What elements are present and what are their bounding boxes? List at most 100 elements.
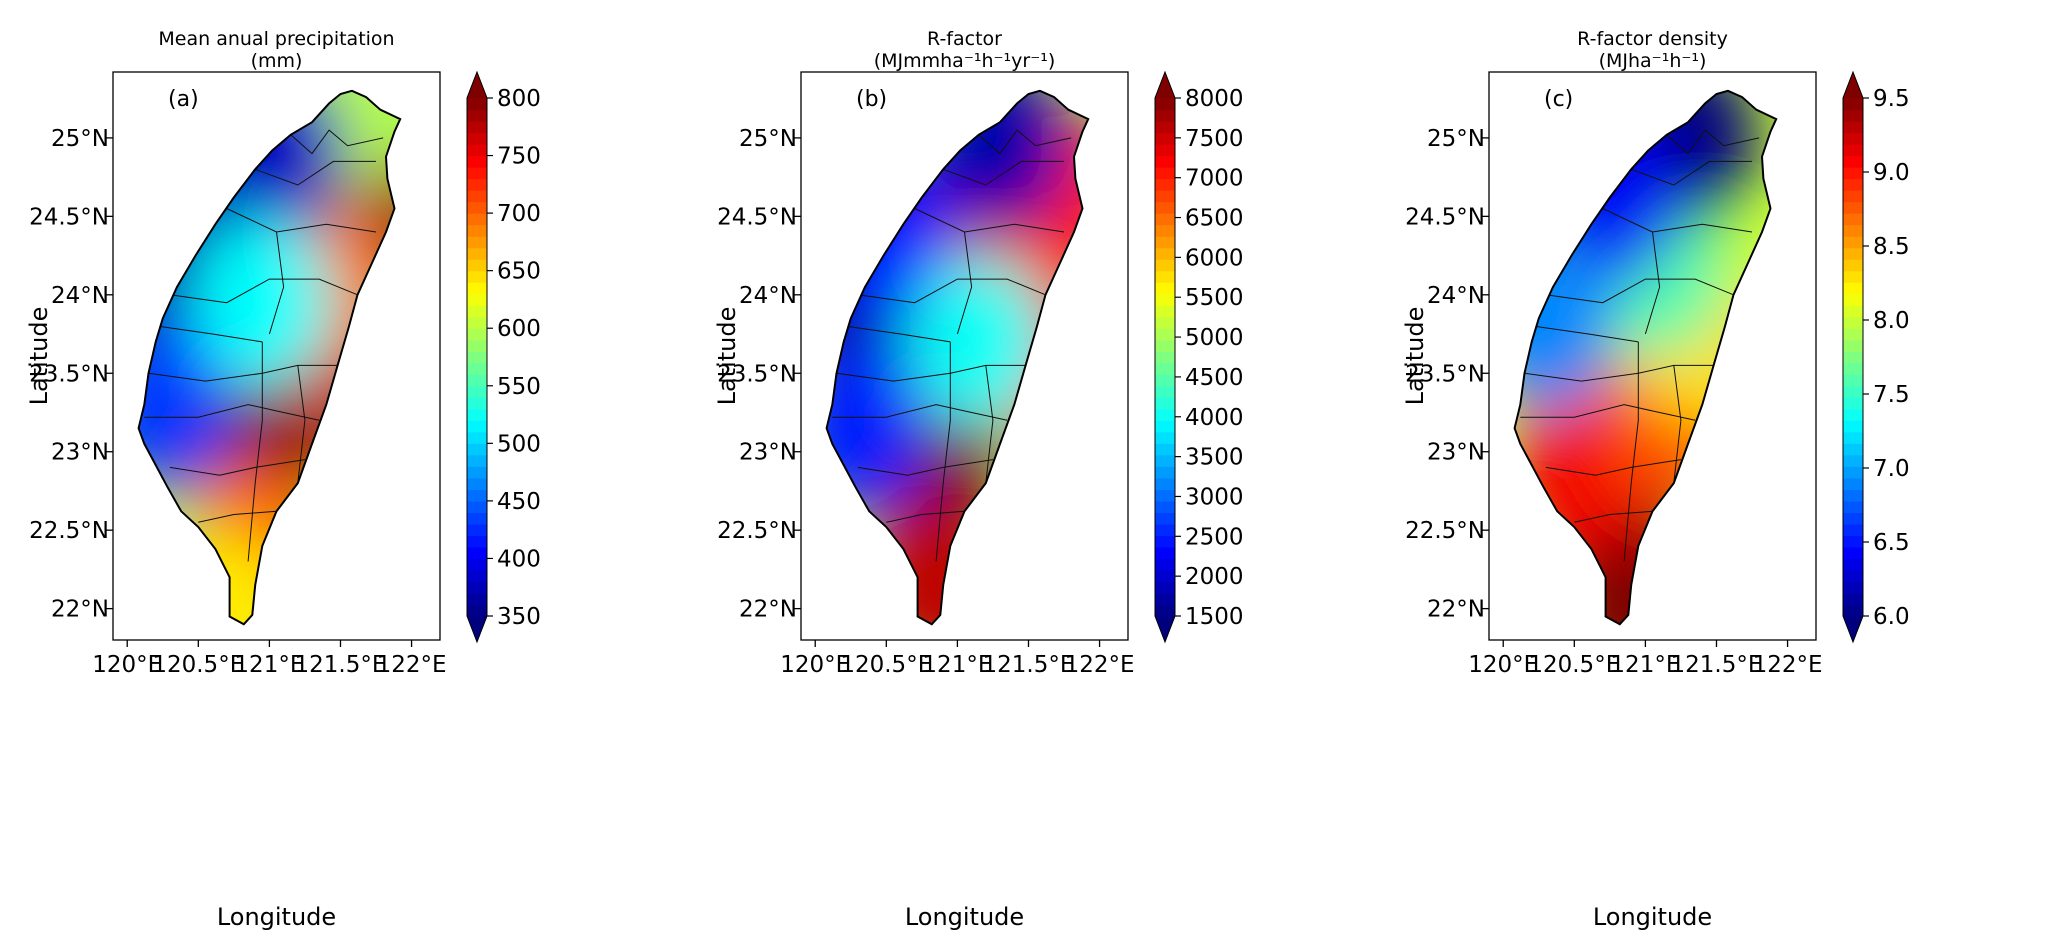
colorbar-band	[467, 178, 487, 191]
county-boundary	[943, 160, 1064, 186]
x-tick-label: 121°E	[1610, 652, 1680, 678]
panel-label: (c)	[1544, 87, 1573, 112]
colorbar-tick-label: 600	[497, 316, 541, 342]
field-blob	[138, 319, 233, 490]
colorbar-band	[467, 592, 487, 606]
colorbar-band	[1843, 121, 1863, 134]
y-tick-label: 24°N	[51, 283, 109, 309]
colorbar-band	[467, 270, 487, 283]
colorbar-band	[1843, 512, 1863, 525]
colorbar-extend-min	[467, 616, 487, 642]
y-tick-label: 24.5°N	[1405, 204, 1485, 230]
colorbar-band	[467, 431, 487, 444]
colorbar-band	[467, 569, 487, 583]
colorbar-band	[1155, 512, 1175, 525]
colorbar-band	[467, 604, 487, 617]
colorbar-tick-label: 7500	[1185, 126, 1244, 152]
x-tick-label: 120.5°E	[1528, 652, 1620, 678]
county-boundary	[1545, 278, 1734, 304]
colorbar-band	[1843, 305, 1863, 318]
y-tick-label: 23.5°N	[717, 361, 797, 387]
colorbar-tick-label: 4000	[1185, 405, 1244, 431]
colorbar-band	[1843, 385, 1863, 398]
colorbar-band	[1155, 224, 1175, 237]
colorbar-band	[1843, 535, 1863, 548]
colorbar-band	[1155, 293, 1175, 306]
colorbar-band	[1843, 500, 1863, 513]
y-tick-label: 23.5°N	[29, 361, 109, 387]
colorbar-band	[1155, 98, 1175, 111]
colorbar-band	[1843, 477, 1863, 490]
panel-b: R-factor(MJmmha⁻¹h⁻¹yr⁻¹) (b) 120°E120.5°E…	[713, 28, 1244, 931]
county-boundary	[857, 459, 993, 476]
colorbar-tick-label: 7.5	[1873, 382, 1910, 408]
colorbar-band	[1843, 558, 1863, 571]
colorbar-tick-label: 5000	[1185, 325, 1244, 351]
county-boundary	[1574, 510, 1653, 523]
county-boundary	[1666, 129, 1760, 155]
panel-units: (MJmmha⁻¹h⁻¹yr⁻¹)	[874, 50, 1056, 72]
colorbar-band	[1155, 247, 1175, 260]
y-tick-label: 22.5°N	[1405, 518, 1485, 544]
colorbar-band	[1843, 351, 1863, 364]
panel-label: (a)	[168, 87, 199, 112]
colorbar-band	[467, 339, 487, 352]
colorbar-band	[1843, 489, 1863, 502]
colorbar-band	[467, 351, 487, 364]
colorbar-band	[1843, 592, 1863, 606]
colorbar-band	[467, 109, 487, 122]
colorbar-tick-label: 7000	[1185, 166, 1244, 192]
colorbar-band	[1843, 443, 1863, 456]
colorbar-band	[467, 374, 487, 387]
colorbar-band	[1155, 316, 1175, 329]
colorbar-band	[1843, 397, 1863, 410]
colorbar-band	[467, 512, 487, 525]
colorbar-tick-label: 6000	[1185, 245, 1244, 271]
colorbar-band	[467, 247, 487, 260]
colorbar-band	[1843, 178, 1863, 191]
colorbar-band	[1843, 328, 1863, 341]
x-tick-label: 122°E	[377, 652, 447, 678]
y-tick-label: 25°N	[51, 126, 109, 152]
colorbar: 8000 7500 7000 6500 6000 5500 5000 4500 4000 3500…	[1154, 70, 1244, 644]
county-boundaries	[1520, 129, 1760, 562]
colorbar-band	[1843, 167, 1863, 180]
colorbar-tick-label: 2500	[1185, 524, 1244, 550]
colorbar-band	[1155, 431, 1175, 444]
colorbar-band	[467, 132, 487, 145]
y-tick-label: 22°N	[739, 597, 797, 623]
panel-units: (MJha⁻¹h⁻¹)	[1599, 50, 1707, 72]
colorbar-band	[1843, 604, 1863, 617]
county-boundary	[1545, 459, 1681, 476]
y-tick-label: 25°N	[739, 126, 797, 152]
colorbar-tick-label: 9.5	[1873, 86, 1910, 112]
colorbar-band	[1155, 282, 1175, 295]
colorbar-band	[1155, 270, 1175, 283]
colorbar-band	[467, 397, 487, 410]
county-boundary	[169, 278, 358, 304]
field-blob	[908, 256, 1049, 427]
colorbar-band	[467, 581, 487, 594]
y-axis-label: Latitude	[713, 307, 741, 406]
colorbar-band	[1843, 247, 1863, 260]
colorbar-band	[1155, 305, 1175, 318]
colorbar-band	[1155, 339, 1175, 352]
colorbar-band	[1155, 167, 1175, 180]
county-boundary	[226, 208, 377, 233]
colorbar-tick-label: 5500	[1185, 285, 1244, 311]
x-tick-label: 121°E	[234, 652, 304, 678]
colorbar-band	[1155, 489, 1175, 502]
colorbar-tick-label: 7.0	[1873, 456, 1910, 482]
colorbar-band	[1155, 477, 1175, 490]
y-tick-label: 23°N	[739, 440, 797, 466]
y-axis-label: Latitude	[1401, 307, 1429, 406]
colorbar-band	[1155, 374, 1175, 387]
field-blob	[1514, 241, 1616, 412]
county-boundary	[290, 129, 384, 155]
colorbar-band	[1843, 282, 1863, 295]
colorbar-band	[1843, 259, 1863, 272]
colorbar-band	[467, 546, 487, 560]
colorbar-tick-label: 400	[497, 546, 541, 572]
x-tick-label: 121.5°E	[983, 652, 1075, 678]
colorbar-band	[1155, 535, 1175, 548]
